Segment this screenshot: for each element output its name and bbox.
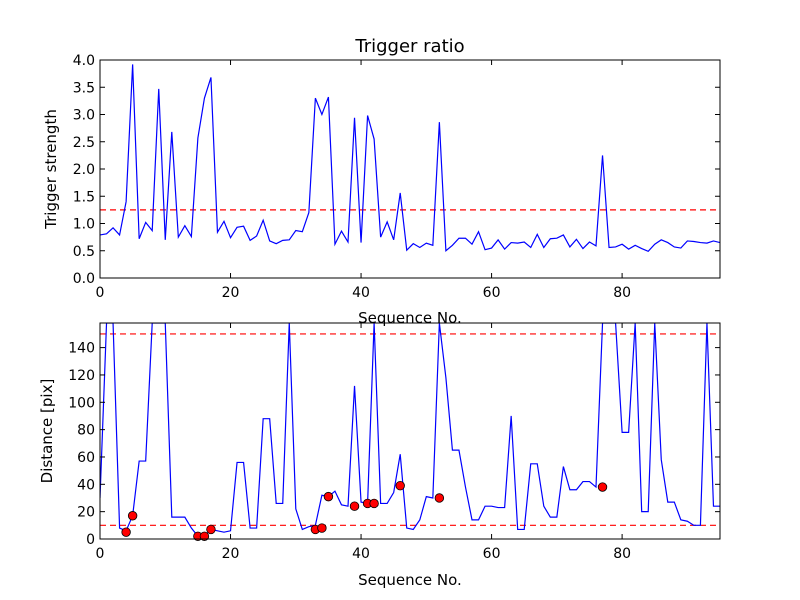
data-series-line: [100, 64, 720, 253]
data-marker: [206, 524, 216, 535]
data-marker: [127, 511, 138, 521]
x-tick-label: 20: [222, 285, 240, 301]
data-marker: [323, 491, 334, 502]
data-marker: [434, 493, 445, 503]
x-tick-label: 0: [96, 546, 105, 562]
x-tick-label: 0: [96, 285, 105, 301]
y-tick-label: 40: [77, 477, 95, 493]
data-marker: [121, 527, 131, 537]
y-tick-label: 80: [77, 423, 95, 439]
y-tick-label: 0.0: [73, 271, 95, 287]
y-tick-label: 2.0: [73, 162, 95, 178]
x-tick-label: 40: [352, 285, 370, 301]
data-series-line: [100, 323, 720, 537]
data-marker: [349, 501, 360, 511]
y-tick-label: 3.5: [73, 80, 95, 96]
distance-chart: 0 20 40 60 80 0 20 40 60 80 100 120 140 Sequence No.…: [38, 322, 721, 589]
y-tick-label: 60: [77, 450, 95, 466]
plot-frame: [99, 322, 721, 540]
y-axis-title: Trigger strength: [42, 109, 60, 230]
y-tick-label: 3.0: [73, 108, 95, 124]
x-tick-label: 80: [613, 285, 631, 301]
plot-frame: [99, 59, 721, 279]
y-tick-label: 100: [68, 395, 95, 411]
x-axis-title: Sequence No.: [358, 571, 462, 589]
data-marker: [317, 523, 327, 533]
trigger-ratio-chart: Trigger ratio 0 20 40 60 80 0.0 0.5 1.0 1.5 2.0 2.…: [42, 36, 721, 327]
y-tick-label: 4.0: [73, 53, 95, 69]
y-tick-label: 1.0: [73, 217, 95, 233]
y-tick-label: 0.5: [73, 244, 95, 260]
y-tick-label: 2.5: [73, 135, 95, 151]
x-tick-label: 60: [483, 546, 501, 562]
chart-title: Trigger ratio: [354, 36, 464, 57]
data-marker: [369, 498, 379, 509]
y-tick-label: 1.5: [73, 189, 95, 205]
x-tick-label: 80: [613, 546, 631, 562]
x-tick-label: 60: [483, 285, 501, 301]
y-tick-label: 120: [68, 368, 95, 384]
x-tick-label: 20: [222, 546, 240, 562]
data-marker: [597, 482, 608, 492]
y-tick-label: 20: [77, 505, 95, 521]
y-axis-title: Distance [pix]: [38, 379, 56, 484]
y-tick-label: 0: [86, 532, 95, 548]
data-marker: [395, 480, 405, 491]
y-tick-label: 140: [68, 341, 95, 357]
data-marker: [199, 531, 210, 541]
x-tick-label: 40: [352, 546, 370, 562]
